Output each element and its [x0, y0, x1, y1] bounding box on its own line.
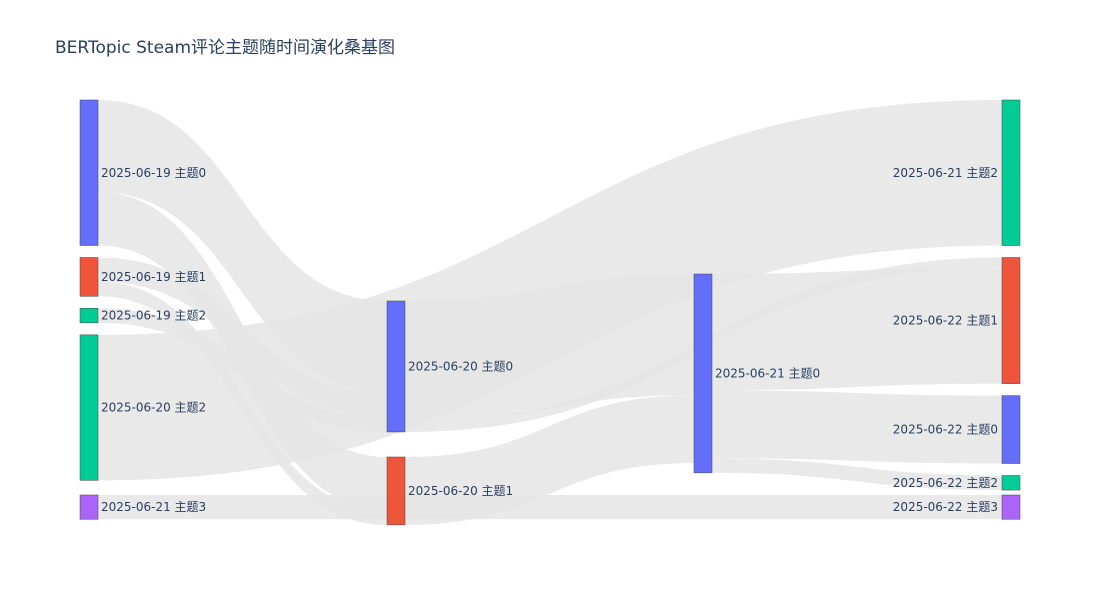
sankey-node-label-n22_0: 2025-06-22 主题0 — [893, 423, 998, 437]
sankey-node-n22_0[interactable] — [1001, 395, 1021, 464]
sankey-node-label-n19_2: 2025-06-19 主题2 — [101, 309, 206, 323]
sankey-node-label-n21_0: 2025-06-21 主题0 — [715, 366, 820, 380]
sankey-node-label-n19_1: 2025-06-19 主题1 — [101, 270, 206, 284]
sankey-link-n19_1-n20_0[interactable] — [98, 257, 387, 418]
sankey-node-label-n22_3: 2025-06-22 主题3 — [893, 500, 998, 514]
sankey-node-n20_0[interactable] — [386, 300, 406, 433]
sankey-node-label-n22_2: 2025-06-22 主题2 — [893, 476, 998, 490]
sankey-node-label-n20_1: 2025-06-20 主题1 — [408, 484, 513, 498]
labels-layer: 2025-06-19 主题0 2025-06-19 主题1 2025-06-19 主… — [101, 166, 998, 514]
sankey-link-n19_2-n20_0[interactable] — [98, 308, 387, 432]
links-layer — [98, 100, 1002, 525]
sankey-link-n19_1-n20_1[interactable] — [98, 281, 387, 525]
sankey-node-label-n20_2: 2025-06-20 主题2 — [101, 401, 206, 415]
sankey-node-n20_1[interactable] — [386, 456, 406, 526]
sankey-node-n22_1[interactable] — [1001, 257, 1021, 384]
sankey-node-label-n21_2: 2025-06-21 主题2 — [893, 166, 998, 180]
sankey-node-label-n22_1: 2025-06-22 主题1 — [893, 314, 998, 328]
sankey-node-n21_0[interactable] — [693, 273, 713, 474]
sankey-node-n19_2[interactable] — [79, 308, 99, 324]
sankey-link-n21_0-n22_2[interactable] — [712, 458, 1002, 491]
nodes-layer — [79, 99, 1021, 526]
sankey-node-n21_3[interactable] — [79, 494, 99, 520]
sankey-node-n22_3[interactable] — [1001, 494, 1021, 520]
sankey-link-n19_0-n20_0[interactable] — [98, 100, 387, 394]
sankey-node-n22_2[interactable] — [1001, 475, 1021, 491]
sankey-node-label-n20_0: 2025-06-20 主题0 — [408, 359, 513, 373]
sankey-node-label-n21_3: 2025-06-21 主题3 — [101, 500, 206, 514]
sankey-node-n19_1[interactable] — [79, 257, 99, 297]
sankey-node-n19_0[interactable] — [79, 99, 99, 246]
sankey-link-n20_1-n21_0[interactable] — [405, 395, 694, 525]
sankey-link-n21_3-n22_3[interactable] — [98, 495, 1002, 520]
sankey-node-label-n19_0: 2025-06-19 主题0 — [101, 166, 206, 180]
sankey-node-n21_2[interactable] — [1001, 99, 1021, 246]
sankey-link-n21_0-n22_0[interactable] — [712, 390, 1002, 464]
chart-title: BERTopic Steam评论主题随时间演化桑基图 — [55, 38, 396, 58]
sankey-node-n20_2[interactable] — [79, 334, 99, 481]
sankey-link-n21_0-n22_1[interactable] — [712, 267, 1002, 391]
sankey-link-n19_0-n20_1[interactable] — [98, 192, 387, 511]
